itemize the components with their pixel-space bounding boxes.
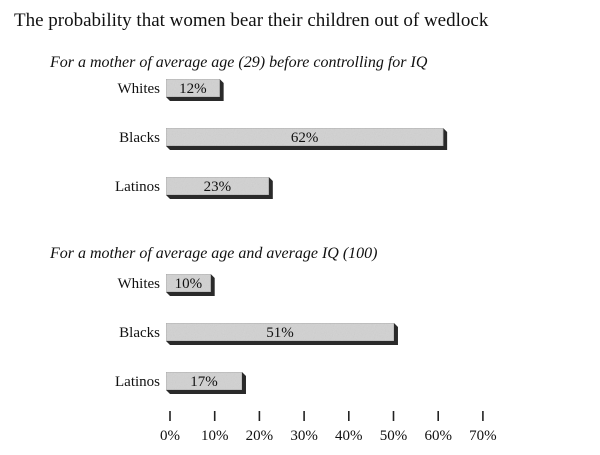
bar-shadow <box>166 177 273 199</box>
chart-title: The probability that women bear their ch… <box>14 10 489 31</box>
bar <box>165 371 243 391</box>
bar-value-label: 17% <box>190 374 218 390</box>
bar-value-label: 12% <box>179 81 207 97</box>
bar-value-label: 23% <box>204 179 232 195</box>
panels: For a mother of average age (29) before … <box>49 54 448 394</box>
bar <box>165 273 212 293</box>
category-label: Whites <box>118 81 161 97</box>
x-tick-label: 20% <box>246 428 274 444</box>
bar <box>165 176 270 196</box>
x-tick-label: 40% <box>335 428 363 444</box>
panel-2: For a mother of average age and average … <box>49 245 398 394</box>
bar-shadow <box>166 274 215 296</box>
panel-subtitle: For a mother of average age (29) before … <box>49 54 428 71</box>
bar-shadow <box>166 372 246 394</box>
x-tick-label: 70% <box>469 428 497 444</box>
bar-value-label: 10% <box>175 276 203 292</box>
x-tick-label: 30% <box>290 428 318 444</box>
panel-1: For a mother of average age (29) before … <box>49 54 448 199</box>
category-label: Latinos <box>115 374 160 390</box>
bar <box>165 127 444 147</box>
category-label: Blacks <box>119 130 160 146</box>
x-tick-label: 0% <box>160 428 180 444</box>
x-tick-label: 60% <box>424 428 452 444</box>
bar-shadow <box>166 79 224 101</box>
x-tick-label: 10% <box>201 428 229 444</box>
x-axis: 0% 10% 20% 30% 40% 50% 60% 70% <box>160 411 497 444</box>
bar <box>165 78 220 98</box>
bar-shadow <box>166 323 398 345</box>
x-tick-label: 50% <box>380 428 408 444</box>
category-label: Blacks <box>119 325 160 341</box>
category-label: Latinos <box>115 179 160 195</box>
bar-shadow <box>166 128 448 150</box>
bar-value-label: 51% <box>266 325 294 341</box>
bar-value-label: 62% <box>291 130 319 146</box>
bar <box>165 322 395 342</box>
category-label: Whites <box>118 276 161 292</box>
panel-subtitle: For a mother of average age and average … <box>49 245 377 262</box>
